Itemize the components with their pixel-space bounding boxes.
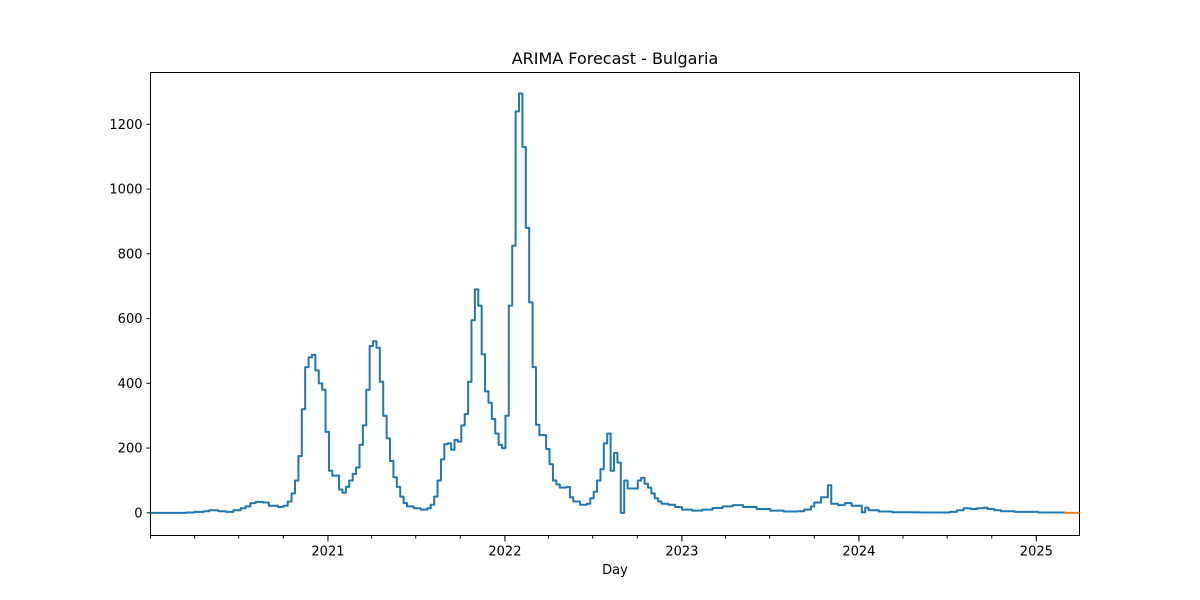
y-tick-label: 800 bbox=[118, 247, 143, 262]
y-tick-label: 0 bbox=[134, 506, 142, 521]
y-tick-label: 200 bbox=[118, 442, 143, 457]
plot-area bbox=[150, 72, 1080, 536]
x-tick-label: 2021 bbox=[311, 545, 344, 560]
x-axis: 2021 2022 2023 2024 2025 bbox=[150, 535, 1053, 560]
chart-title: ARIMA Forecast - Bulgaria bbox=[512, 49, 719, 68]
x-axis-label: Day bbox=[602, 563, 628, 578]
x-tick-label: 2023 bbox=[665, 545, 698, 560]
y-tick-label: 600 bbox=[118, 312, 143, 327]
y-axis: 0 200 400 600 800 1000 1200 bbox=[109, 118, 151, 521]
y-tick-label: 1000 bbox=[109, 183, 142, 198]
y-tick-label: 1200 bbox=[109, 118, 142, 133]
x-tick-label: 2022 bbox=[488, 545, 521, 560]
series-layer bbox=[150, 92, 1080, 514]
y-tick-label: 400 bbox=[118, 377, 143, 392]
x-tick-label: 2024 bbox=[842, 545, 875, 560]
series-line-0 bbox=[150, 92, 1066, 514]
axes-frame bbox=[150, 72, 1080, 536]
x-tick-label: 2025 bbox=[1020, 545, 1053, 560]
